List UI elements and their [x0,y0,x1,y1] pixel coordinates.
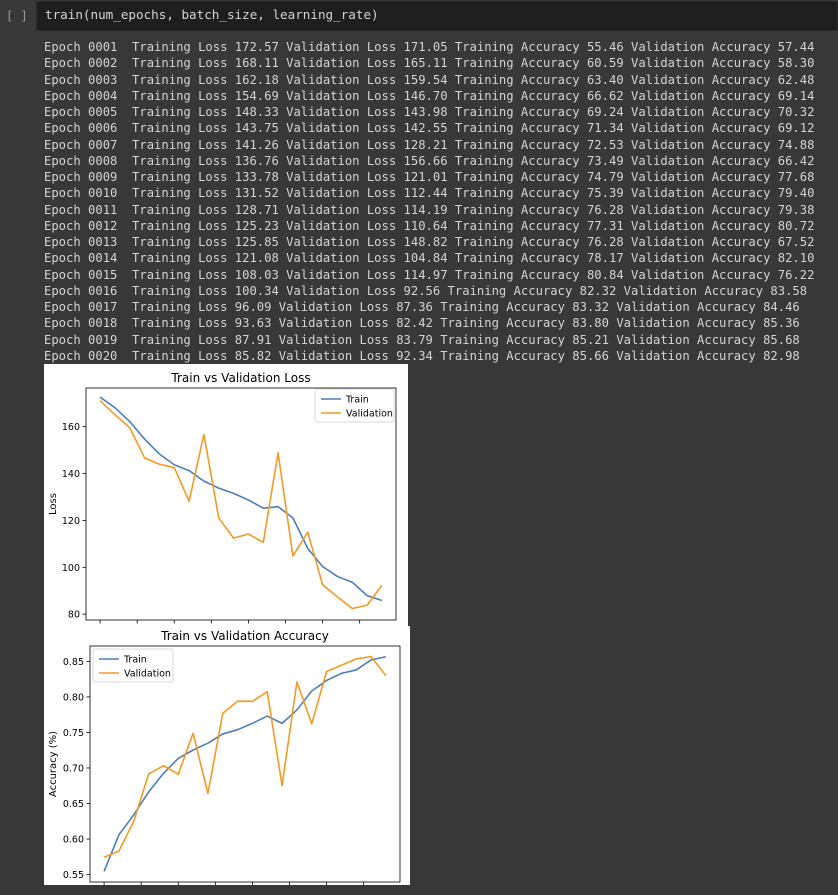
cell-run-indicator[interactable]: [ ] [6,9,28,23]
log-line: Epoch 0002 Training Loss 168.11 Validati… [44,56,815,71]
y-tick-label: 0.55 [63,870,84,881]
legend-label: Train [123,655,147,666]
accuracy-chart: Train vs Validation Accuracy0.02.55.07.5… [44,626,410,895]
chart-legend: Train Validation [314,388,395,423]
accuracy-chart-svg: Train vs Validation Accuracy0.02.55.07.5… [48,629,401,895]
y-tick-label: 0.70 [63,763,84,774]
y-tick-label: 140 [62,469,80,480]
plot-frame [85,387,397,621]
chart-title: Train vs Validation Loss [170,371,310,385]
y-tick-label: 120 [62,516,80,527]
log-line: Epoch 0003 Training Loss 162.18 Validati… [44,72,815,87]
log-line: Epoch 0020 Training Loss 85.82 Validatio… [44,348,800,363]
series-line-train [99,396,383,602]
series-line-validation [99,400,383,610]
log-line: Epoch 0001 Training Loss 172.57 Validati… [44,40,815,54]
log-line: Epoch 0005 Training Loss 148.33 Validati… [44,105,815,119]
legend-label: Train [345,395,369,406]
log-line: Epoch 0012 Training Loss 125.23 Validati… [44,218,815,233]
code-editor[interactable]: train(num_epochs, batch_size, learning_r… [36,1,838,31]
y-tick-label: 160 [62,422,80,433]
code-cell[interactable]: [ ] train(num_epochs, batch_size, learni… [0,0,838,32]
legend-label: Validation [346,409,393,420]
log-line: Epoch 0011 Training Loss 128.71 Validati… [44,202,815,217]
log-line: Epoch 0009 Training Loss 133.78 Validati… [44,170,815,184]
y-tick-label: 0.60 [63,835,84,846]
y-tick-label: 100 [62,563,80,574]
y-tick-label: 0.65 [63,799,84,810]
y-tick-label: 0.85 [63,657,84,668]
training-log: Epoch 0001 Training Loss 172.57 Validati… [44,39,834,364]
loss-chart: Train vs Validation Loss0.02.55.07.510.0… [44,364,408,649]
log-line: Epoch 0015 Training Loss 108.03 Validati… [44,267,815,282]
code-line[interactable]: train(num_epochs, batch_size, learning_r… [45,7,379,22]
y-tick-label: 0.75 [63,728,84,739]
log-line: Epoch 0006 Training Loss 143.75 Validati… [44,121,815,136]
y-axis-label: Loss [48,493,59,515]
cell-output: Epoch 0001 Training Loss 172.57 Validati… [0,32,838,895]
legend-label: Validation [124,669,171,680]
series-line-validation [103,655,387,858]
log-line: Epoch 0018 Training Loss 93.63 Validatio… [44,316,800,331]
plot-frame [89,645,401,883]
chart-title: Train vs Validation Accuracy [160,629,329,643]
log-line: Epoch 0004 Training Loss 154.69 Validati… [44,88,815,103]
y-axis-label: Accuracy (%) [48,731,59,797]
chart-legend: Train Validation [92,648,174,683]
log-line: Epoch 0010 Training Loss 131.52 Validati… [44,186,815,201]
log-line: Epoch 0019 Training Loss 87.91 Validatio… [44,332,800,347]
log-line: Epoch 0017 Training Loss 96.09 Validatio… [44,300,800,314]
y-tick-label: 0.80 [63,692,84,703]
log-line: Epoch 0013 Training Loss 125.85 Validati… [44,235,815,249]
log-line: Epoch 0007 Training Loss 141.26 Validati… [44,137,815,152]
log-line: Epoch 0016 Training Loss 100.34 Validati… [44,283,808,298]
log-line: Epoch 0008 Training Loss 136.76 Validati… [44,153,815,168]
log-line: Epoch 0014 Training Loss 121.08 Validati… [44,251,815,266]
series-line-train [103,655,387,872]
y-tick-label: 80 [68,610,80,621]
loss-chart-svg: Train vs Validation Loss0.02.55.07.510.0… [48,371,397,649]
